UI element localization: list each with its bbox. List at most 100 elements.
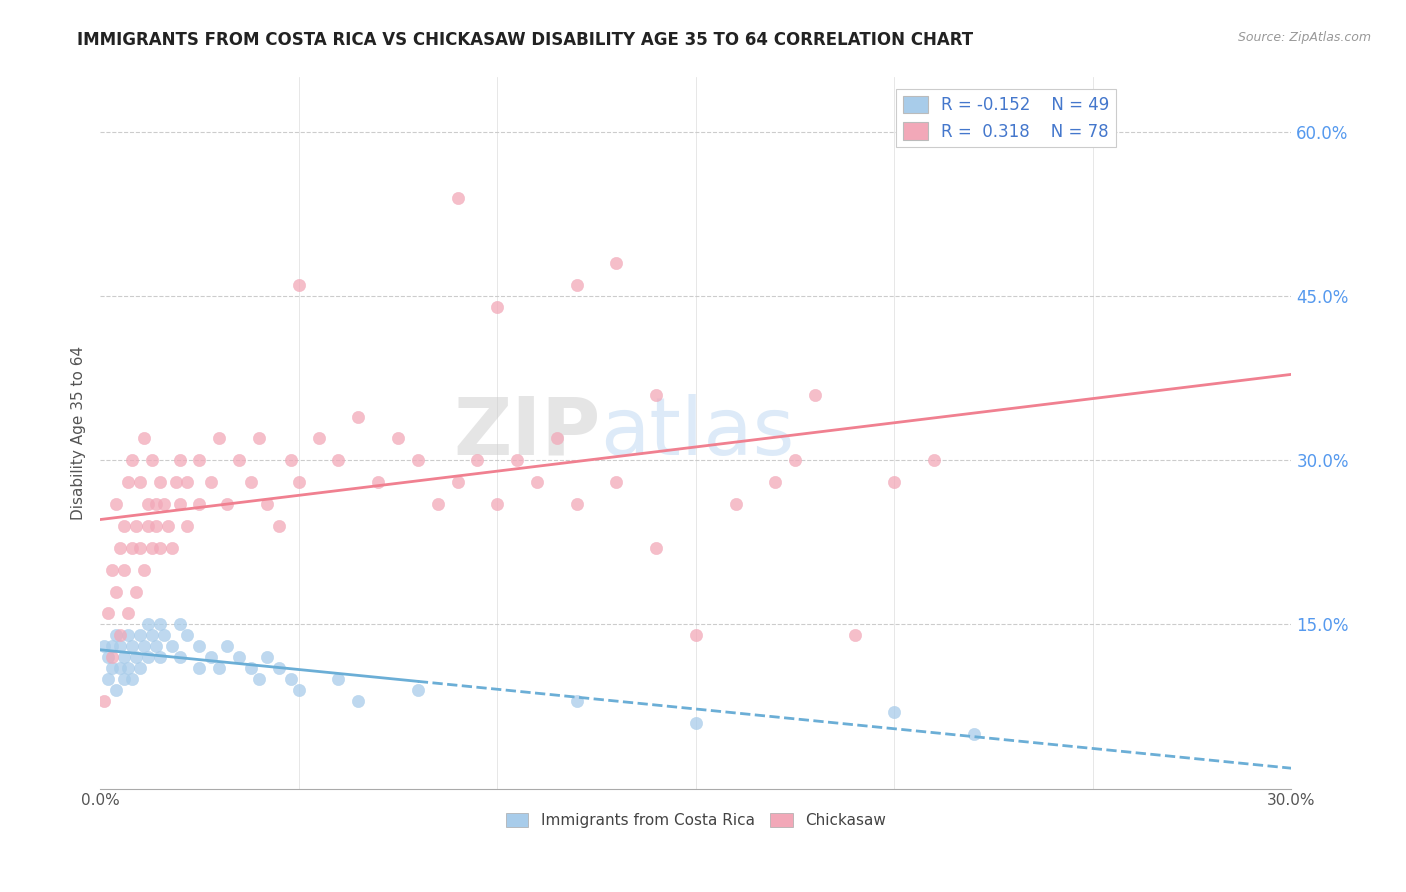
Point <box>426 497 449 511</box>
Point <box>112 563 135 577</box>
Point <box>149 650 172 665</box>
Point <box>152 497 174 511</box>
Point <box>446 191 468 205</box>
Point <box>176 628 198 642</box>
Point <box>188 497 211 511</box>
Point <box>136 519 159 533</box>
Legend: Immigrants from Costa Rica, Chickasaw: Immigrants from Costa Rica, Chickasaw <box>499 807 893 834</box>
Point <box>125 650 148 665</box>
Point <box>112 650 135 665</box>
Point <box>132 640 155 654</box>
Point <box>217 497 239 511</box>
Point <box>117 661 139 675</box>
Point <box>176 519 198 533</box>
Point <box>685 628 707 642</box>
Point <box>101 640 124 654</box>
Point <box>160 640 183 654</box>
Point <box>963 727 986 741</box>
Point <box>128 475 150 490</box>
Point <box>145 640 167 654</box>
Point <box>240 475 263 490</box>
Point <box>112 519 135 533</box>
Point <box>176 475 198 490</box>
Point <box>280 453 302 467</box>
Point <box>645 387 668 401</box>
Point <box>486 497 509 511</box>
Text: atlas: atlas <box>600 394 794 472</box>
Point <box>117 607 139 621</box>
Point <box>152 628 174 642</box>
Point <box>128 661 150 675</box>
Point <box>128 541 150 555</box>
Point <box>347 409 370 424</box>
Point <box>121 541 143 555</box>
Text: IMMIGRANTS FROM COSTA RICA VS CHICKASAW DISABILITY AGE 35 TO 64 CORRELATION CHAR: IMMIGRANTS FROM COSTA RICA VS CHICKASAW … <box>77 31 973 49</box>
Point <box>287 475 309 490</box>
Point <box>97 672 120 686</box>
Point <box>105 683 128 698</box>
Point <box>169 650 191 665</box>
Point <box>105 497 128 511</box>
Point <box>256 497 278 511</box>
Point <box>247 672 270 686</box>
Point <box>121 453 143 467</box>
Point <box>328 672 350 686</box>
Point <box>136 650 159 665</box>
Point <box>156 519 179 533</box>
Point <box>883 475 905 490</box>
Point <box>188 661 211 675</box>
Point <box>685 715 707 730</box>
Point <box>97 607 120 621</box>
Point <box>467 453 489 467</box>
Point <box>208 661 231 675</box>
Point <box>105 584 128 599</box>
Point <box>287 278 309 293</box>
Point <box>121 672 143 686</box>
Point <box>149 617 172 632</box>
Point <box>240 661 263 675</box>
Point <box>804 387 827 401</box>
Point <box>169 617 191 632</box>
Point <box>93 694 115 708</box>
Point <box>883 705 905 719</box>
Point <box>406 683 429 698</box>
Point <box>169 453 191 467</box>
Point <box>256 650 278 665</box>
Point <box>546 432 568 446</box>
Point <box>136 497 159 511</box>
Point <box>200 650 222 665</box>
Point <box>763 475 786 490</box>
Point <box>844 628 866 642</box>
Point <box>117 628 139 642</box>
Point <box>406 453 429 467</box>
Point <box>783 453 806 467</box>
Point <box>506 453 529 467</box>
Point <box>228 453 250 467</box>
Y-axis label: Disability Age 35 to 64: Disability Age 35 to 64 <box>72 346 86 520</box>
Point <box>605 475 627 490</box>
Point <box>112 672 135 686</box>
Point <box>128 628 150 642</box>
Point <box>141 628 163 642</box>
Point <box>108 661 131 675</box>
Point <box>280 672 302 686</box>
Point <box>136 617 159 632</box>
Point <box>149 475 172 490</box>
Point <box>565 497 588 511</box>
Point <box>267 661 290 675</box>
Point <box>267 519 290 533</box>
Point <box>160 541 183 555</box>
Point <box>208 432 231 446</box>
Point <box>247 432 270 446</box>
Point <box>145 519 167 533</box>
Point <box>132 563 155 577</box>
Point <box>287 683 309 698</box>
Point <box>97 650 120 665</box>
Point <box>149 541 172 555</box>
Point <box>125 519 148 533</box>
Point <box>565 694 588 708</box>
Point <box>228 650 250 665</box>
Text: Source: ZipAtlas.com: Source: ZipAtlas.com <box>1237 31 1371 45</box>
Point <box>605 256 627 270</box>
Point <box>367 475 389 490</box>
